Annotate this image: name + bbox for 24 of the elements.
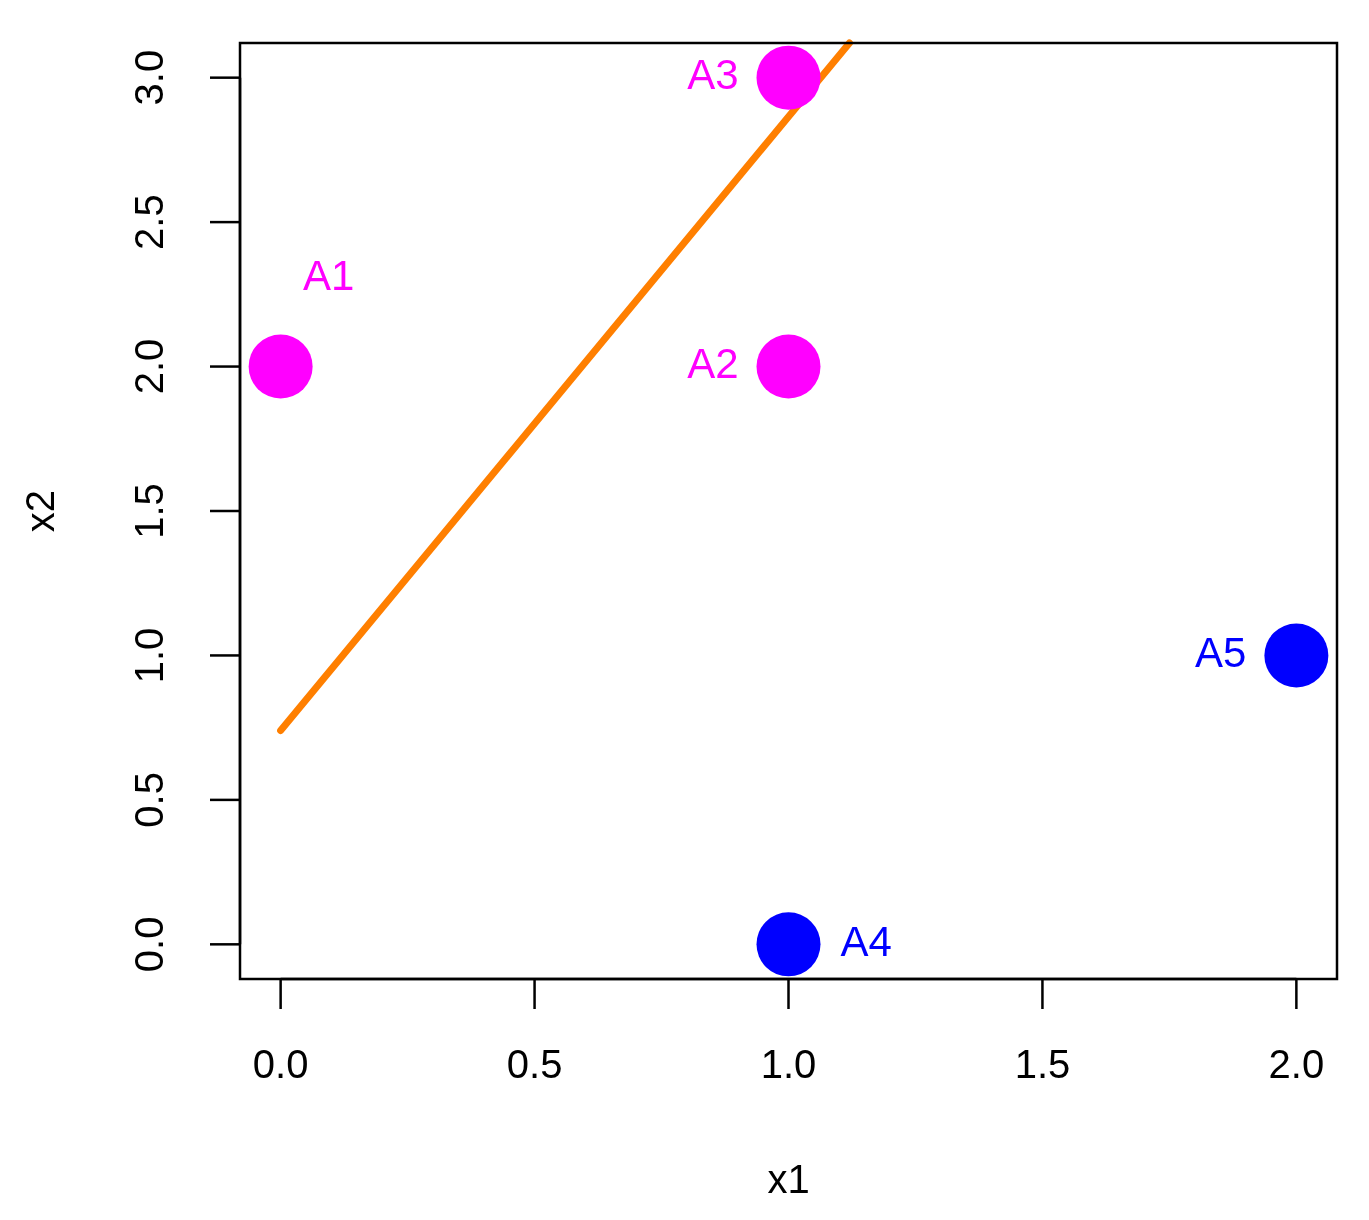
annotation: A5 [1195,629,1247,677]
x-tick-label: 0.0 [252,1042,309,1087]
point [756,912,821,977]
x-axis-title: x1 [767,1157,810,1202]
point [756,334,821,399]
x-tick-label: 1.0 [760,1042,817,1087]
annotation: A3 [687,51,739,99]
annotation: A2 [687,340,739,388]
y-tick-label: 0.0 [127,916,172,973]
point [1264,623,1329,688]
y-tick-label: 2.0 [127,338,172,395]
y-tick-label: 0.5 [127,772,172,828]
x-tick-label: 2.0 [1268,1042,1325,1087]
y-tick-label: 1.5 [127,483,172,539]
annotation: A4 [840,917,892,965]
x-tick-label: 1.5 [1014,1042,1071,1087]
y-tick-label: 3.0 [127,49,172,106]
y-axis-title: x2 [18,489,63,533]
x-tick-label: 0.5 [506,1042,563,1087]
y-tick-label: 1.0 [127,627,172,684]
annotation: A1 [302,252,355,300]
point [756,45,821,110]
point [248,334,313,399]
y-tick-label: 2.5 [127,194,172,250]
